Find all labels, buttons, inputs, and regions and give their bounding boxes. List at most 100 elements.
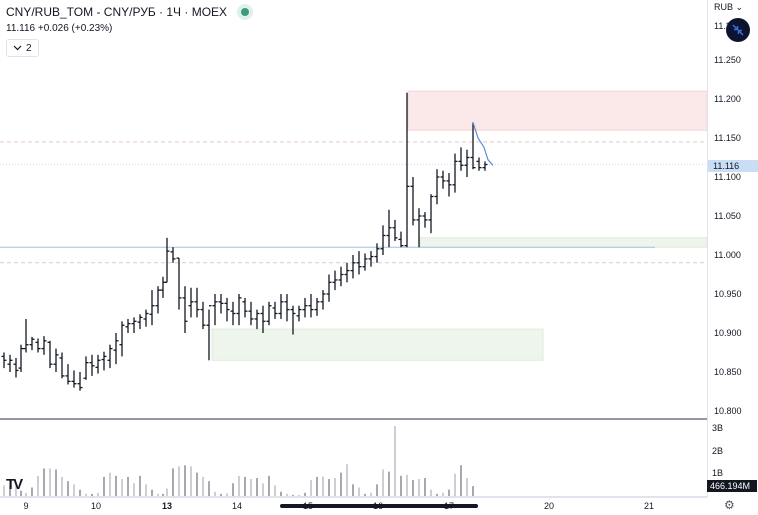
ohlc-bar — [338, 266, 344, 287]
time-label: 20 — [543, 501, 555, 511]
ohlc-bar — [398, 231, 404, 248]
ohlc-bar — [23, 318, 29, 353]
pane-separator[interactable] — [0, 418, 707, 420]
ohlc-bar — [7, 354, 13, 372]
ohlc-bar — [440, 170, 446, 189]
ohlc-bar — [374, 243, 380, 263]
ohlc-bar — [254, 309, 260, 330]
ohlc-bar — [160, 276, 166, 298]
ohlc-bar — [308, 294, 314, 318]
price-tick: 11.250 — [714, 55, 741, 65]
time-label: 21 — [643, 501, 655, 511]
ohlc-bar — [18, 344, 24, 372]
ohlc-bar — [47, 340, 53, 369]
tradingview-logo-icon[interactable]: TV — [6, 476, 23, 493]
support-upper-zone — [419, 237, 708, 248]
price-tick: 11.100 — [714, 172, 741, 182]
price-tick: 11.000 — [714, 250, 741, 260]
volume-tick: 1B — [712, 468, 724, 478]
currency-selector[interactable]: RUB ⌄ — [714, 2, 743, 13]
ohlc-bar — [89, 354, 95, 376]
last-price: 11.116 — [6, 23, 36, 34]
volume-tick: 3B — [712, 423, 724, 433]
ohlc-bar — [170, 247, 176, 263]
currency-label: RUB — [714, 2, 734, 12]
compress-arrows-icon — [732, 24, 744, 36]
ohlc-bar — [218, 294, 224, 314]
ohlc-bar — [422, 212, 428, 228]
ohlc-bar — [113, 333, 119, 365]
ohlc-bar — [266, 301, 272, 326]
ohlc-bar — [13, 357, 19, 378]
ohlc-bar — [119, 321, 125, 357]
ohlc-bar — [446, 173, 452, 197]
ohlc-bar — [125, 318, 131, 333]
symbol-title[interactable]: CNY/RUB_TOM - CNY/РУБ · 1Ч · MOEX — [6, 5, 228, 19]
ohlc-bar — [149, 290, 155, 326]
ohlc-bar — [101, 351, 107, 371]
ohlc-bar — [137, 314, 143, 330]
ohlc-bar — [59, 352, 65, 379]
indicators-count: 2 — [26, 42, 32, 54]
ohlc-bar — [284, 294, 290, 322]
price-tick: 10.900 — [714, 328, 742, 338]
ohlc-bar — [53, 348, 59, 372]
volume-tick: 2B — [712, 446, 724, 456]
ohlc-bar — [35, 338, 41, 353]
projection-path — [472, 122, 494, 166]
ohlc-bar — [95, 354, 101, 374]
ohlc-bar — [302, 297, 308, 318]
ohlc-bar — [380, 225, 386, 255]
settings-gear-icon[interactable]: ⚙ — [724, 498, 735, 512]
ohlc-bar — [200, 301, 206, 330]
ohlc-bar — [434, 169, 440, 205]
price-change: +0.026 (+0.23%) — [37, 23, 113, 34]
ohlc-bar — [212, 294, 218, 326]
indicators-toggle-button[interactable]: 2 — [6, 39, 39, 57]
compress-chart-button[interactable] — [726, 18, 750, 42]
chevron-down-icon — [13, 45, 22, 51]
ohlc-bar — [326, 274, 332, 302]
price-plot[interactable] — [0, 0, 708, 418]
price-chart[interactable] — [0, 0, 708, 418]
price-tick: 11.200 — [714, 94, 741, 104]
volume-pane[interactable] — [0, 420, 707, 497]
price-scale[interactable]: RUB ⌄ 11.250 11.200 11.150 11.100 11.050 11.0… — [707, 0, 758, 497]
ohlc-bar — [428, 194, 434, 234]
ohlc-bar — [350, 255, 356, 279]
ohlc-bar — [296, 305, 302, 322]
time-label: 10 — [90, 501, 102, 511]
ohlc-bar — [206, 305, 212, 361]
ohlc-bar — [344, 262, 350, 283]
price-tick: 10.800 — [714, 406, 742, 416]
chart-header: CNY/RUB_TOM - CNY/РУБ · 1Ч · MOEX 11.116… — [6, 4, 250, 57]
ohlc-bar — [392, 219, 398, 241]
ohlc-bar — [77, 372, 83, 391]
ohlc-bar — [230, 301, 236, 326]
ohlc-bar — [470, 122, 476, 170]
chevron-down-icon: ⌄ — [735, 2, 744, 12]
ohlc-bar — [1, 352, 7, 369]
ohlc-bar — [458, 147, 464, 171]
ohlc-bar — [155, 286, 161, 314]
ohlc-bar — [368, 251, 374, 267]
ohlc-bar — [452, 153, 458, 193]
ohlc-bar — [314, 297, 320, 316]
ohlc-bar — [386, 209, 392, 248]
ohlc-bar — [356, 251, 362, 275]
last-volume-label: 466.194M — [707, 480, 757, 492]
ohlc-bar — [410, 177, 416, 226]
ohlc-bar — [65, 364, 71, 385]
ohlc-bar — [176, 257, 182, 310]
ohlc-bar — [362, 253, 368, 271]
ohlc-bar — [416, 208, 422, 248]
time-label: 13 — [161, 501, 173, 511]
ohlc-bar — [83, 356, 89, 380]
last-price-label: 11.116 — [708, 160, 758, 172]
market-status-icon — [241, 8, 250, 16]
time-scrollbar[interactable] — [280, 504, 478, 508]
ohlc-bar — [476, 157, 482, 171]
ohlc-bar — [143, 309, 149, 327]
ohlc-bar — [41, 336, 47, 355]
ohlc-bar — [272, 301, 278, 319]
